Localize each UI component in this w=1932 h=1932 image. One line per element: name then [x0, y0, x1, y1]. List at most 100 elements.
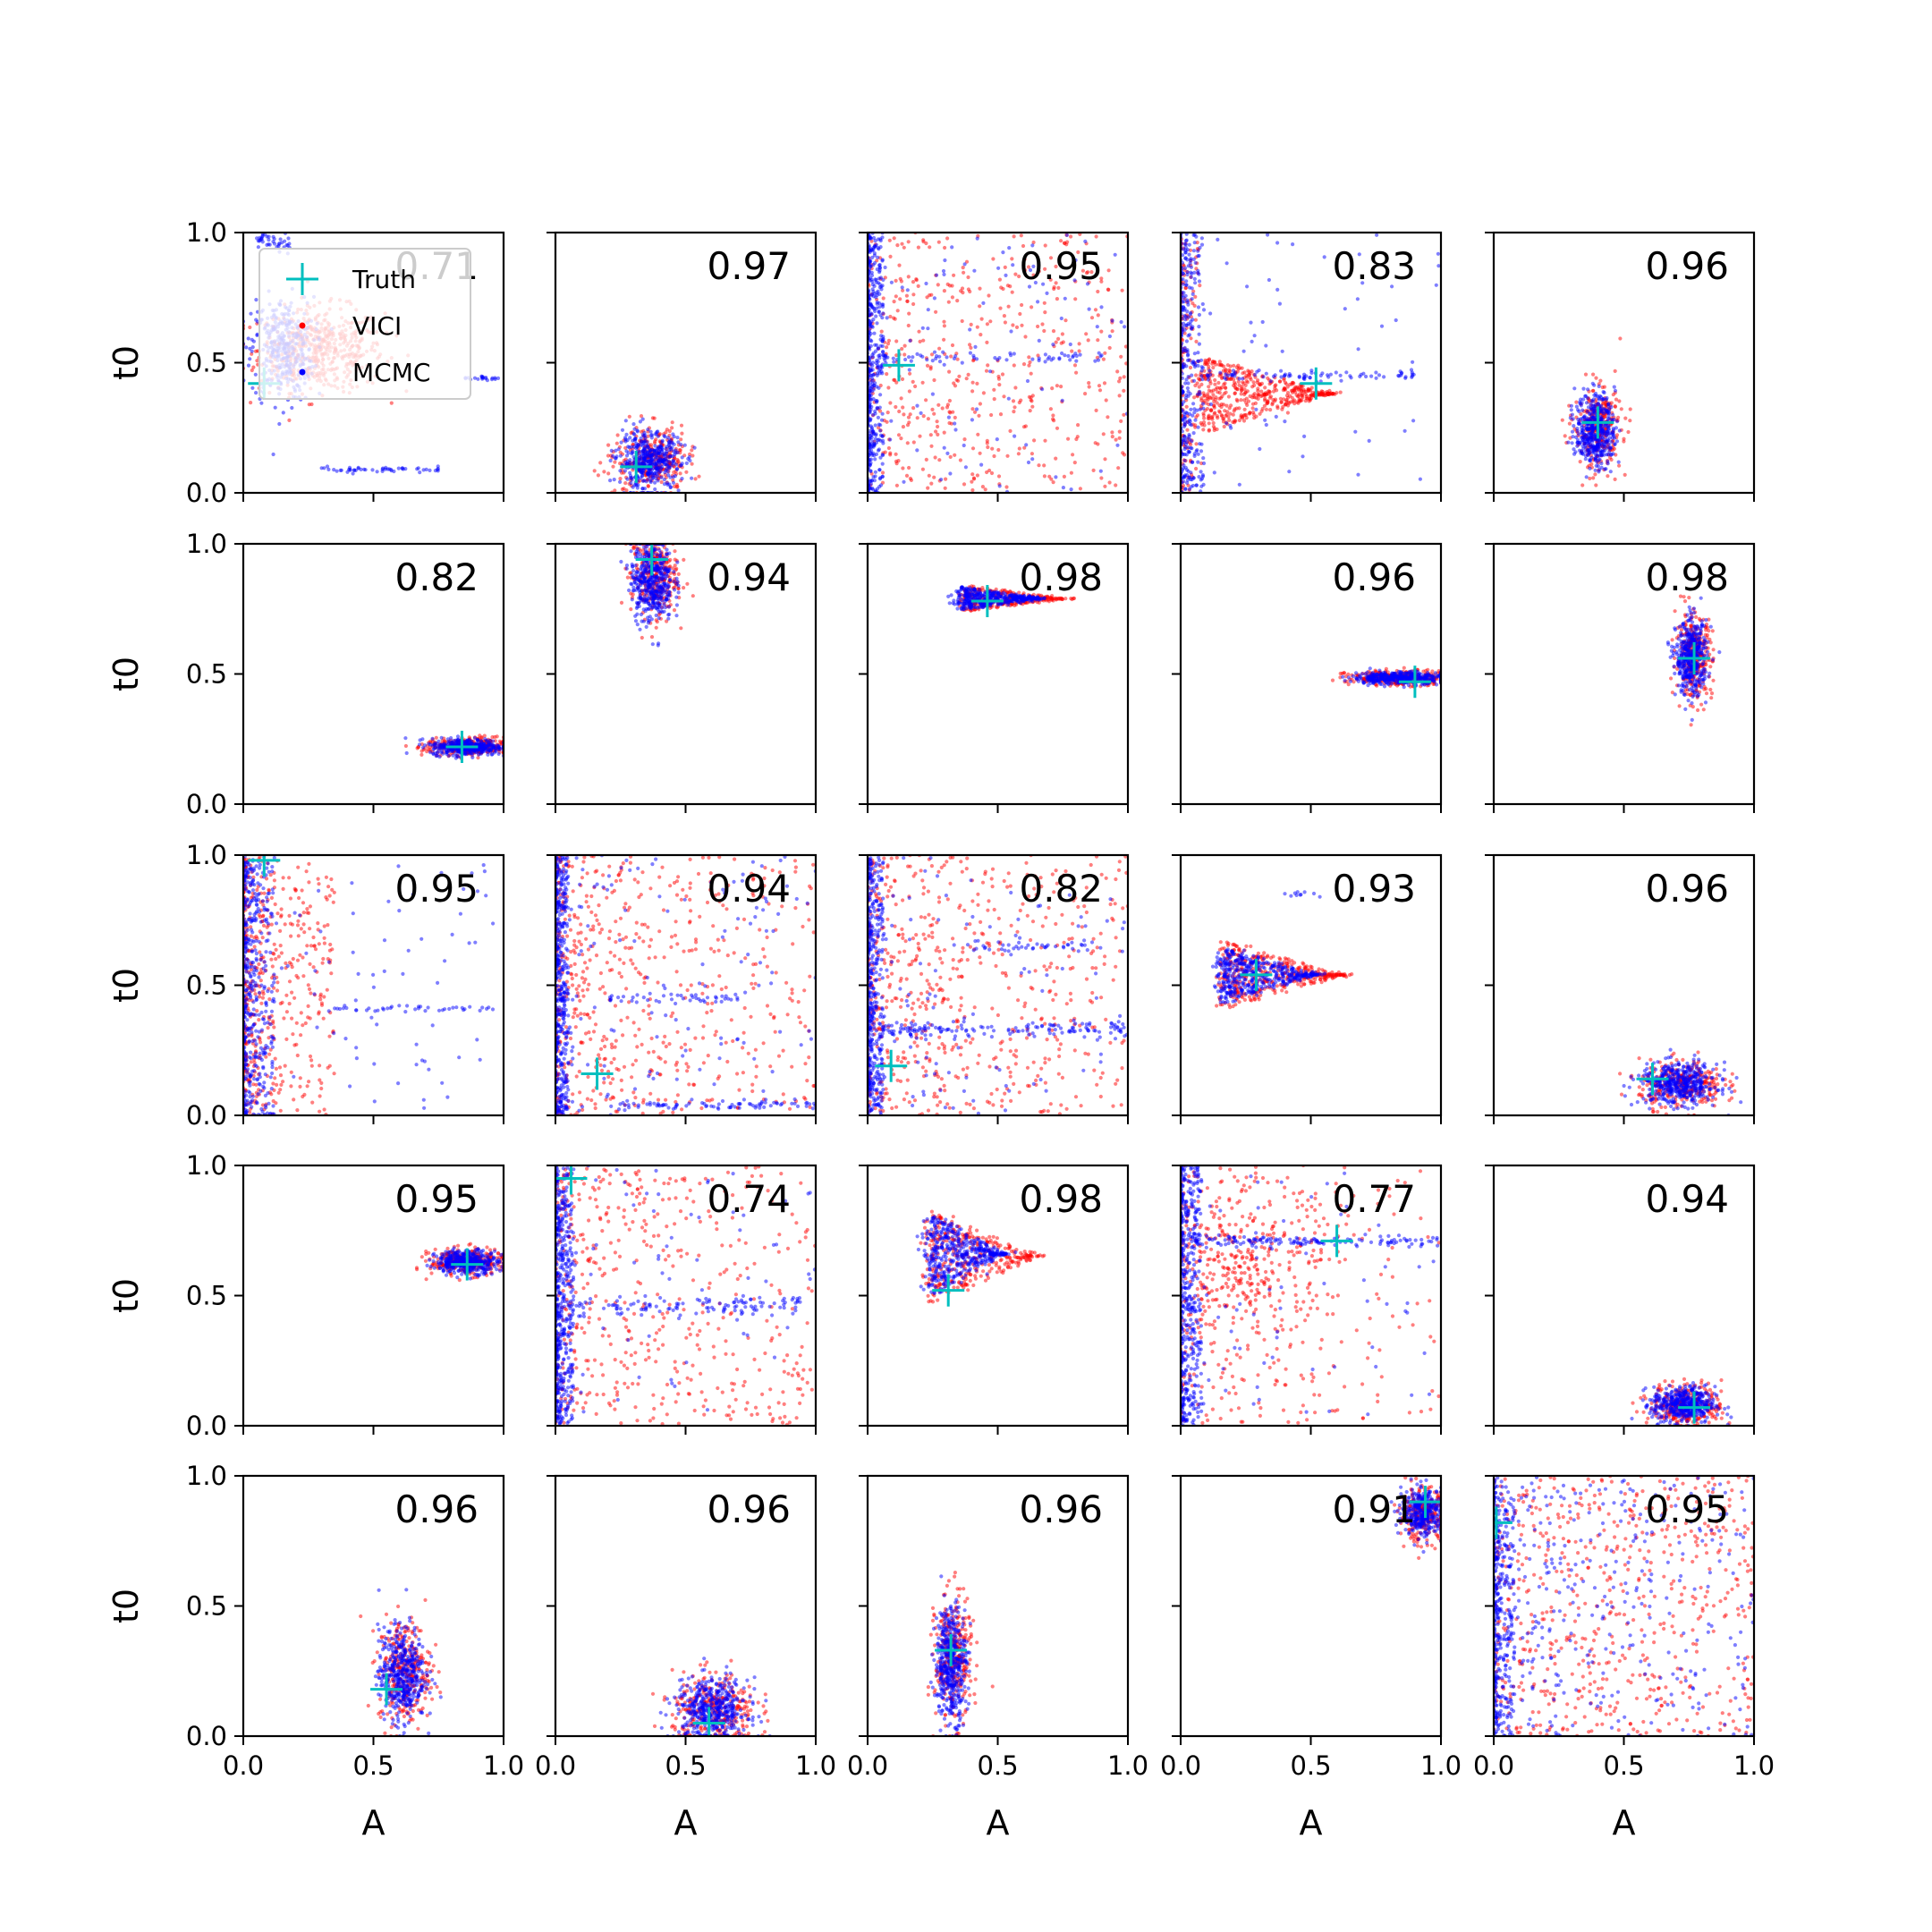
- mcmc-point: [1030, 357, 1035, 361]
- mcmc-point: [1570, 412, 1574, 417]
- vici-point: [949, 354, 953, 359]
- vici-point: [948, 411, 953, 415]
- vici-point: [905, 441, 910, 445]
- vici-point: [1201, 420, 1207, 425]
- mcmc-point: [872, 479, 877, 483]
- mcmc-point: [1266, 233, 1270, 237]
- mcmc-point: [962, 262, 967, 267]
- vici-point: [1194, 466, 1199, 471]
- mcmc-point: [1196, 392, 1200, 396]
- mcmc-point: [1318, 373, 1323, 377]
- mcmc-point: [480, 376, 485, 380]
- mcmc-point: [1390, 284, 1394, 289]
- vici-point: [1097, 384, 1102, 388]
- mcmc-point: [1302, 375, 1307, 379]
- mcmc-point: [1614, 419, 1620, 424]
- vici-point: [1207, 421, 1211, 426]
- mcmc-point: [1191, 249, 1196, 253]
- mcmc-point: [638, 468, 642, 472]
- vici-point: [287, 418, 292, 422]
- vici-point: [991, 257, 996, 261]
- vici-point: [1120, 288, 1124, 292]
- mcmc-point: [1580, 408, 1585, 412]
- vici-point: [898, 297, 902, 301]
- vici-point: [1070, 349, 1074, 353]
- vici-point: [1031, 240, 1036, 245]
- vici-point: [956, 378, 961, 383]
- mcmc-point: [1183, 245, 1188, 250]
- vici-point: [248, 325, 252, 330]
- vici-point: [1054, 281, 1058, 285]
- mcmc-point: [1436, 251, 1440, 256]
- vici-point: [983, 487, 987, 492]
- mcmc-point: [1199, 365, 1204, 369]
- mcmc-point: [1110, 318, 1114, 323]
- vici-point: [911, 301, 916, 307]
- mcmc-point: [869, 319, 874, 324]
- vici-point: [1207, 428, 1211, 432]
- vici-point: [1213, 377, 1217, 383]
- vici-point: [1087, 385, 1091, 389]
- vici-point: [1208, 381, 1213, 386]
- mcmc-point: [993, 356, 997, 360]
- vici-points: [1181, 237, 1343, 492]
- vici-point: [945, 405, 950, 410]
- vici-point: [902, 343, 907, 348]
- mcmc-point: [1182, 242, 1187, 246]
- vici-point: [1216, 390, 1220, 394]
- mcmc-point: [872, 284, 877, 288]
- mcmc-point: [1119, 319, 1123, 325]
- mcmc-point: [1182, 400, 1186, 404]
- mcmc-point: [1607, 445, 1612, 450]
- vici-point: [1119, 419, 1123, 423]
- mcmc-point: [1182, 307, 1187, 311]
- mcmc-point: [1196, 249, 1200, 253]
- vici-point: [1622, 436, 1626, 441]
- vici-point: [1012, 363, 1016, 368]
- mcmc-point: [876, 255, 880, 259]
- mcmc-point: [1186, 375, 1191, 379]
- mcmc-point: [868, 260, 872, 265]
- overlap-label: 0.97: [707, 244, 791, 288]
- vici-point: [1117, 379, 1122, 384]
- vici-point: [900, 242, 904, 246]
- mcmc-point: [1237, 377, 1241, 381]
- vici-point: [1308, 387, 1312, 392]
- mcmc-point: [888, 437, 893, 442]
- vici-point: [1598, 378, 1603, 383]
- mcmc-point: [953, 421, 957, 426]
- vici-point: [253, 349, 258, 353]
- mcmc-point: [1411, 419, 1416, 423]
- vici-point: [1237, 418, 1241, 423]
- vici-point: [979, 333, 983, 337]
- vici-point: [1012, 410, 1016, 414]
- mcmc-point: [684, 461, 689, 466]
- truth-marker: [1300, 367, 1333, 400]
- mcmc-point: [1597, 438, 1601, 443]
- vici-point: [1222, 417, 1226, 421]
- vici-point: [598, 461, 603, 465]
- vici-point: [998, 412, 1004, 417]
- mcmc-point: [988, 369, 993, 374]
- mcmc-point: [665, 450, 669, 454]
- vici-point: [966, 275, 970, 280]
- mcmc-point: [1013, 434, 1017, 438]
- vici-point: [1031, 273, 1036, 277]
- vici-point: [1093, 308, 1098, 312]
- mcmc-point: [680, 477, 684, 481]
- mcmc-point: [875, 487, 880, 491]
- mcmc-point: [877, 301, 882, 306]
- mcmc-point: [1402, 428, 1407, 433]
- mcmc-point: [1297, 375, 1301, 379]
- mcmc-point: [1061, 486, 1065, 490]
- vici-point: [899, 279, 904, 284]
- vici-point: [1258, 383, 1262, 387]
- vici-point: [886, 338, 892, 343]
- vici-point: [943, 245, 947, 250]
- vici-point: [1263, 386, 1267, 390]
- vici-point: [929, 352, 935, 357]
- mcmc-point: [1593, 402, 1598, 407]
- vici-point: [1218, 386, 1223, 391]
- mcmc-point: [668, 475, 673, 479]
- mcmc-point: [875, 321, 879, 326]
